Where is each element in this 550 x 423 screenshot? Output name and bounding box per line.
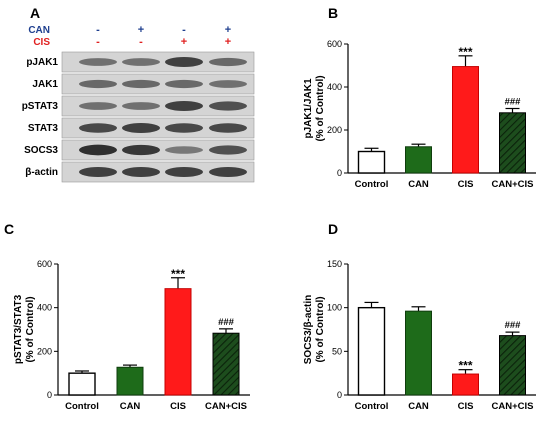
treatment-sign: - — [139, 36, 143, 48]
y-axis-label: (% of Control) — [315, 296, 326, 362]
significance-stars: *** — [171, 267, 185, 281]
bar-can — [405, 146, 432, 174]
x-category-label: CIS — [458, 179, 474, 190]
treatment-sign: + — [181, 36, 187, 48]
blot-band — [122, 144, 160, 156]
x-category-label: CIS — [170, 401, 186, 412]
blot-band — [122, 167, 160, 177]
significance-hash: ### — [218, 317, 235, 328]
blot-band — [79, 167, 117, 177]
bar-control — [357, 306, 386, 396]
y-tick-label: 400 — [327, 82, 342, 92]
y-tick-label: 100 — [327, 303, 342, 313]
treatment-sign: - — [182, 24, 186, 36]
blot-band — [165, 167, 203, 177]
panel-a-western-blot: A CAN - + - +CIS - - + +pJAK1JAK1pSTAT3STAT3SOCS… — [22, 5, 255, 183]
panel-d-chart: D 0 50 100 150 SOCS3/β-actin (% of Control) Con… — [303, 221, 536, 412]
y-axis-label: pSTAT3/STAT3 — [13, 294, 24, 364]
bar-can-cis — [499, 335, 526, 396]
blot-label: JAK1 — [32, 79, 58, 90]
blot-band — [165, 57, 203, 67]
blot-band — [122, 102, 160, 110]
treatment-label-can: CAN — [28, 25, 50, 36]
blot-band — [165, 101, 203, 111]
x-category-label: CAN — [120, 401, 141, 412]
bar-control — [357, 150, 386, 174]
blot-band — [209, 57, 247, 67]
x-category-label: CAN+CIS — [205, 401, 247, 412]
blot-band — [79, 102, 117, 110]
significance-stars: *** — [458, 45, 472, 59]
blot-band — [165, 79, 203, 89]
y-axis-label: (% of Control) — [25, 296, 36, 362]
blot-label: β-actin — [25, 167, 58, 178]
blot-band — [165, 146, 203, 154]
y-tick-label: 200 — [327, 125, 342, 135]
blot-band — [79, 58, 117, 66]
blot-label: STAT3 — [28, 123, 59, 134]
y-tick-label: 200 — [37, 346, 52, 356]
y-axis-label: (% of Control) — [315, 75, 326, 141]
panel-b-chart: B 0 200 400 600 pJAK1/JAK1 (% of Control) Contr… — [303, 5, 536, 190]
blot-band — [209, 101, 247, 111]
blot-label: pSTAT3 — [22, 101, 59, 112]
bar-can — [116, 366, 144, 396]
x-category-label: Control — [355, 179, 389, 190]
blot-band — [122, 58, 160, 66]
y-tick-label: 0 — [337, 168, 342, 178]
significance-hash: ### — [505, 320, 522, 331]
treatment-label-cis: CIS — [33, 37, 50, 48]
panel-letter: D — [328, 221, 338, 237]
y-tick-label: 0 — [337, 390, 342, 400]
bar-can-cis — [499, 112, 526, 174]
x-category-label: CAN+CIS — [492, 179, 534, 190]
blot-band — [79, 79, 117, 89]
treatment-sign: + — [225, 24, 231, 36]
panel-letter: C — [4, 221, 14, 237]
treatment-sign: + — [138, 24, 144, 36]
significance-hash: ### — [505, 97, 522, 108]
blot-band — [122, 123, 160, 133]
x-category-label: CAN+CIS — [492, 401, 534, 412]
x-category-label: CAN — [408, 401, 429, 412]
blot-band — [209, 167, 247, 177]
treatment-sign: - — [96, 24, 100, 36]
blot-band — [79, 144, 117, 156]
bar-control — [68, 372, 96, 396]
blot-band — [209, 123, 247, 133]
blot-band — [122, 79, 160, 89]
bar-can-cis — [212, 332, 240, 396]
y-tick-label: 600 — [37, 259, 52, 269]
blot-band — [79, 123, 117, 133]
y-tick-label: 150 — [327, 259, 342, 269]
panel-c-chart: C 0 200 400 600 pSTAT3/STAT3 (% of Control) Con… — [4, 221, 250, 412]
blot-label: pJAK1 — [26, 57, 58, 68]
blot-band — [165, 123, 203, 133]
significance-stars: *** — [458, 359, 472, 373]
y-tick-label: 400 — [37, 303, 52, 313]
panel-letter: B — [328, 5, 338, 21]
blot-band — [209, 145, 247, 155]
x-category-label: CAN — [408, 179, 429, 190]
y-axis-label: SOCS3/β-actin — [303, 295, 314, 364]
x-category-label: Control — [65, 401, 99, 412]
bar-cis — [452, 66, 479, 174]
bar-cis — [452, 373, 479, 396]
panel-a-letter: A — [30, 5, 40, 21]
blot-label: SOCS3 — [24, 145, 58, 156]
x-category-label: CIS — [458, 401, 474, 412]
y-tick-label: 600 — [327, 39, 342, 49]
x-category-label: Control — [355, 401, 389, 412]
y-tick-label: 0 — [47, 390, 52, 400]
y-tick-label: 50 — [332, 346, 342, 356]
bar-cis — [164, 288, 192, 396]
y-axis-label: pJAK1/JAK1 — [303, 78, 314, 138]
treatment-sign: - — [96, 36, 100, 48]
blot-band — [209, 80, 247, 88]
bar-can — [405, 310, 432, 396]
treatment-sign: + — [225, 36, 231, 48]
